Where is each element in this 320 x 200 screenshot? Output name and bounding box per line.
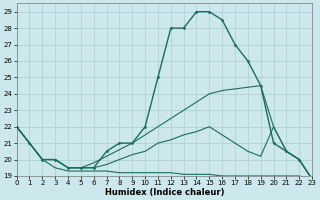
X-axis label: Humidex (Indice chaleur): Humidex (Indice chaleur) xyxy=(105,188,224,197)
